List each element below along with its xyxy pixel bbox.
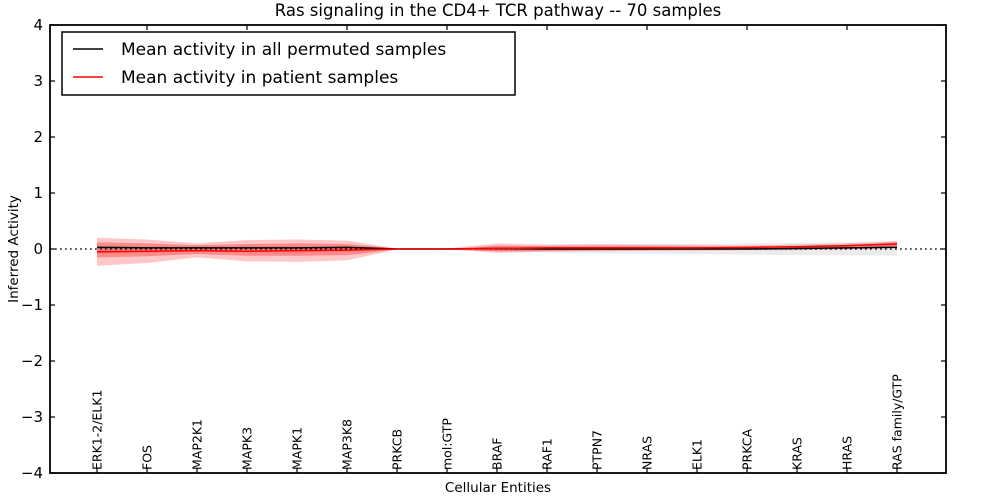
- x-tick-label: mol:GTP: [439, 418, 454, 470]
- y-tick-label: 1: [33, 184, 43, 202]
- y-tick-label: 0: [33, 240, 43, 258]
- x-tick-label: PRKCB: [389, 429, 404, 470]
- x-tick-label: RAS family/GTP: [889, 374, 904, 470]
- patient-mean-line: [96, 243, 898, 253]
- legend: Mean activity in all permuted samples Mea…: [61, 31, 516, 96]
- x-axis: ERK1-2/ELK1 FOS MAP2K1 MAPK3 MAPK1 MAP3K8 PRKC…: [89, 25, 904, 473]
- chart-title: Ras signaling in the CD4+ TCR pathway --…: [274, 1, 722, 20]
- y-tick-label: −2: [21, 352, 43, 370]
- x-tick-label: MAPK1: [289, 427, 304, 470]
- x-tick-label: MAP2K1: [189, 419, 204, 470]
- x-tick-label: NRAS: [639, 436, 654, 470]
- x-axis-label: Cellular Entities: [444, 480, 552, 496]
- patient-std-band-outer: [97, 237, 897, 266]
- x-tick-label: ERK1-2/ELK1: [89, 390, 104, 470]
- x-tick-label: MAP3K8: [339, 419, 354, 470]
- x-tick-label: MAPK3: [239, 427, 254, 470]
- y-tick-label: −4: [21, 464, 43, 482]
- x-tick-label: ELK1: [689, 439, 704, 470]
- x-tick-label: FOS: [139, 445, 154, 470]
- y-tick-label: −1: [21, 296, 43, 314]
- legend-box: [61, 31, 516, 96]
- x-tick-label: BRAF: [489, 438, 504, 471]
- x-tick-label: PRKCA: [739, 429, 754, 470]
- y-tick-label: 3: [33, 72, 43, 90]
- x-tick-label: HRAS: [839, 436, 854, 470]
- legend-label: Mean activity in all permuted samples: [121, 40, 446, 60]
- x-tick-label: RAF1: [539, 438, 554, 470]
- y-tick-label: 2: [33, 128, 43, 146]
- patient-std-band-inner: [97, 242, 897, 258]
- y-tick-label: −3: [21, 408, 43, 426]
- y-axis: 4 3 2 1 0 −1 −2 −3 −4: [21, 16, 946, 482]
- x-tick-label: PTPN7: [589, 430, 604, 470]
- y-axis-label: Inferred Activity: [6, 195, 22, 303]
- x-tick-label: KRAS: [789, 437, 804, 470]
- y-tick-label: 4: [33, 16, 43, 34]
- legend-label: Mean activity in patient samples: [121, 68, 398, 88]
